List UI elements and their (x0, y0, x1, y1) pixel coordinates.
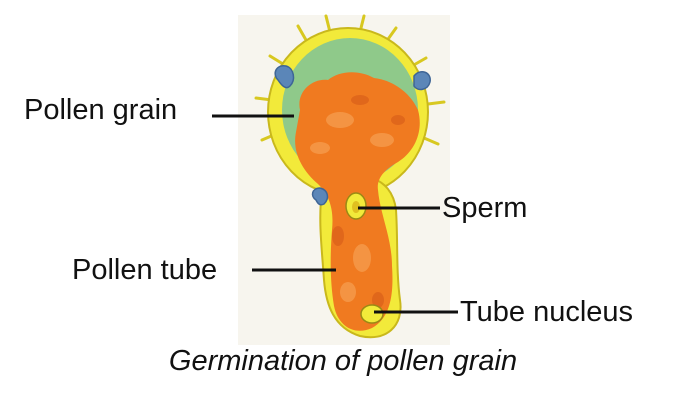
leader-lines (212, 114, 458, 314)
germ-pore-right (413, 71, 431, 91)
label-pollen-tube: Pollen tube (72, 254, 218, 286)
germ-pore-lower (311, 187, 329, 206)
cytoplasm-texture (310, 112, 394, 302)
germ-pores (274, 65, 431, 206)
label-tube-nucleus: Tube nucleus (460, 296, 634, 328)
sperm-nucleus (352, 201, 360, 213)
tube-nucleus-shape (360, 304, 384, 324)
label-sperm: Sperm (442, 192, 528, 224)
cytoplasm-dark-texture (332, 95, 405, 308)
label-pollen-grain: Pollen grain (24, 94, 178, 126)
germ-pore-left (274, 65, 295, 89)
diagram-caption: Germination of pollen grain (168, 345, 518, 377)
